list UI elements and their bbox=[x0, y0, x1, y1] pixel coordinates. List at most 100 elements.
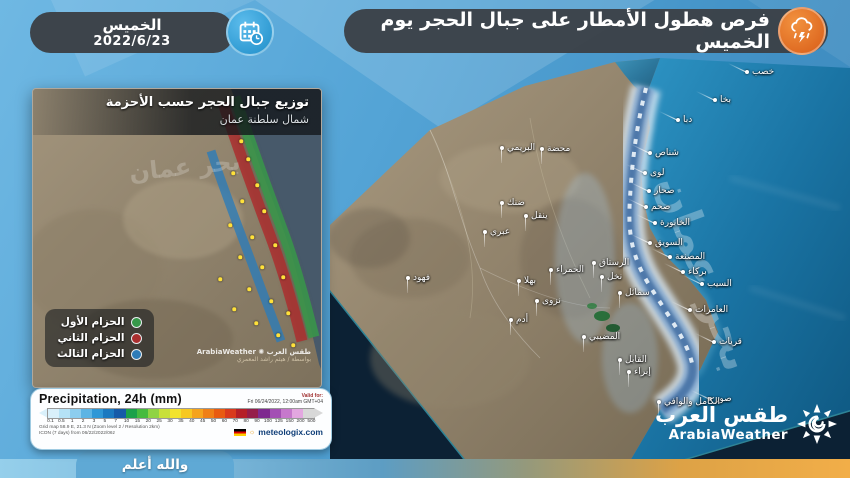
legend-label: الحزام الثالث bbox=[57, 348, 125, 360]
inset-subtitle: شمال سلطنة عمان bbox=[219, 113, 309, 126]
storm-icon bbox=[778, 7, 826, 55]
scale-bar bbox=[47, 407, 315, 419]
city-name: صحم bbox=[651, 202, 671, 212]
inset-credit-brand: طقس العرب ✺ ArabiaWeather bbox=[196, 348, 311, 356]
map-city-label: البريمي bbox=[500, 143, 535, 163]
leader-line bbox=[626, 197, 647, 208]
brand-latin-name: ArabiaWeather bbox=[668, 427, 788, 444]
map-city-label: صحم bbox=[626, 197, 671, 212]
leader-line bbox=[650, 247, 671, 258]
scale-segment bbox=[280, 408, 292, 418]
scale-arrow-left bbox=[39, 408, 48, 418]
city-marker-dot bbox=[218, 277, 222, 281]
map-city-label: المصنعة bbox=[650, 247, 705, 262]
city-name: نخل bbox=[607, 272, 623, 282]
map-city-label: عبري bbox=[483, 227, 510, 247]
map-city-label: قريات bbox=[694, 332, 742, 347]
scale-tick: 15 bbox=[134, 419, 141, 424]
city-marker-dot bbox=[250, 235, 254, 239]
inset-legend: الحزام الأول الحزام الثاني الحزام الثالث bbox=[45, 309, 155, 367]
scale-segment bbox=[180, 408, 193, 418]
leader-line bbox=[630, 233, 651, 244]
map-city-label: شناص bbox=[630, 143, 679, 158]
map-city-label: إبراء bbox=[627, 367, 651, 387]
pin-line bbox=[541, 148, 543, 164]
city-name: إبراء bbox=[634, 367, 651, 377]
scale-tick: 0.5 bbox=[57, 419, 65, 424]
city-marker-dot bbox=[239, 139, 243, 143]
scale-segment bbox=[247, 408, 259, 418]
inset-belts-map: بحر عمان توزيع جبال الحجر حسب الأحزمة شم… bbox=[32, 88, 322, 388]
pin-line bbox=[619, 292, 621, 308]
disclaimer-text: والله أعلم bbox=[121, 456, 189, 473]
scale-segment bbox=[192, 408, 204, 418]
scale-tick: 20 bbox=[145, 419, 151, 424]
map-city-label: دبا bbox=[658, 110, 692, 125]
city-name: بركاء bbox=[688, 267, 707, 277]
city-name: ضنك bbox=[507, 198, 525, 208]
scale-tick: 150 bbox=[285, 419, 294, 424]
city-name: لوى bbox=[650, 168, 665, 178]
legend-label: الحزام الأول bbox=[60, 316, 125, 328]
city-name: فهود bbox=[413, 273, 431, 283]
map-city-label: العامرات bbox=[670, 300, 729, 315]
city-marker-dot bbox=[246, 157, 250, 161]
city-name: السيب bbox=[707, 279, 732, 289]
map-city-label: أدم bbox=[509, 315, 528, 335]
headline-banner: فرص هطول الأمطار على جبال الحجر يوم الخم… bbox=[344, 7, 828, 55]
city-marker-dot bbox=[247, 287, 251, 291]
legend-item: الحزام الأول bbox=[57, 316, 143, 328]
scale-tick: 5 bbox=[103, 419, 107, 424]
legend-label: الحزام الثاني bbox=[57, 332, 125, 344]
leader-line bbox=[727, 62, 748, 73]
pin-line bbox=[583, 336, 585, 352]
city-name: نزوى bbox=[542, 296, 561, 306]
date-label: 2022/6/23 bbox=[93, 33, 171, 49]
scale-segment bbox=[158, 408, 170, 418]
belt-color-swatch bbox=[131, 316, 143, 328]
calendar-clock-glyph bbox=[239, 21, 264, 46]
pin-line bbox=[658, 401, 660, 417]
map-city-label: ضنك bbox=[500, 198, 525, 218]
scale-segment bbox=[59, 408, 71, 418]
pin-line bbox=[593, 262, 595, 278]
belt-color-swatch bbox=[131, 348, 143, 360]
scale-segment bbox=[136, 408, 148, 418]
map-city-label: المضيبي bbox=[582, 332, 620, 352]
map-city-label: صور bbox=[690, 389, 732, 404]
city-marker-dot bbox=[291, 343, 295, 347]
valid-value: Fri 06/24/2022, 12:00am GMT+04 bbox=[247, 399, 323, 405]
germany-flag-icon bbox=[233, 428, 246, 436]
sun-spiral-icon bbox=[797, 404, 837, 444]
map-city-label: سمائل bbox=[618, 288, 650, 308]
weekday-label: الخميس bbox=[102, 15, 162, 34]
map-city-label: بخا bbox=[695, 90, 731, 105]
map-city-label: الخابورة bbox=[635, 213, 690, 228]
scale-tick: 70 bbox=[232, 419, 238, 424]
city-name: القابل bbox=[625, 355, 647, 365]
city-marker-dot bbox=[281, 275, 285, 279]
map-city-label: بركاء bbox=[663, 262, 707, 277]
scale-segment bbox=[114, 408, 126, 418]
pin-line bbox=[628, 371, 630, 387]
map-city-label: محضة bbox=[540, 144, 570, 164]
city-name: الرستاق bbox=[599, 258, 630, 268]
scale-segment bbox=[236, 408, 248, 418]
scale-segment bbox=[92, 408, 104, 418]
pin-line bbox=[518, 280, 520, 296]
arabiaweather-logo: طقس العرب ArabiaWeather bbox=[655, 403, 838, 445]
inset-title-bar: توزيع جبال الحجر حسب الأحزمة شمال سلطنة … bbox=[33, 89, 321, 135]
inset-credit: طقس العرب ✺ ArabiaWeather بواسطة / هيثم … bbox=[197, 348, 311, 363]
inset-credit-by: بواسطة / هيثم راشد المعمري bbox=[236, 356, 311, 363]
city-name: ينقل bbox=[531, 211, 548, 221]
city-name: سمائل bbox=[625, 288, 650, 298]
scale-tick: 3 bbox=[92, 419, 96, 424]
city-marker-dot bbox=[232, 307, 236, 311]
city-name: العامرات bbox=[695, 305, 729, 315]
scale-title: Precipitation, 24h (mm) bbox=[39, 392, 182, 406]
map-city-label: نخل bbox=[600, 272, 623, 292]
map-city-label: القابل bbox=[618, 355, 647, 375]
scale-segment bbox=[169, 408, 181, 418]
leader-line bbox=[625, 163, 646, 174]
